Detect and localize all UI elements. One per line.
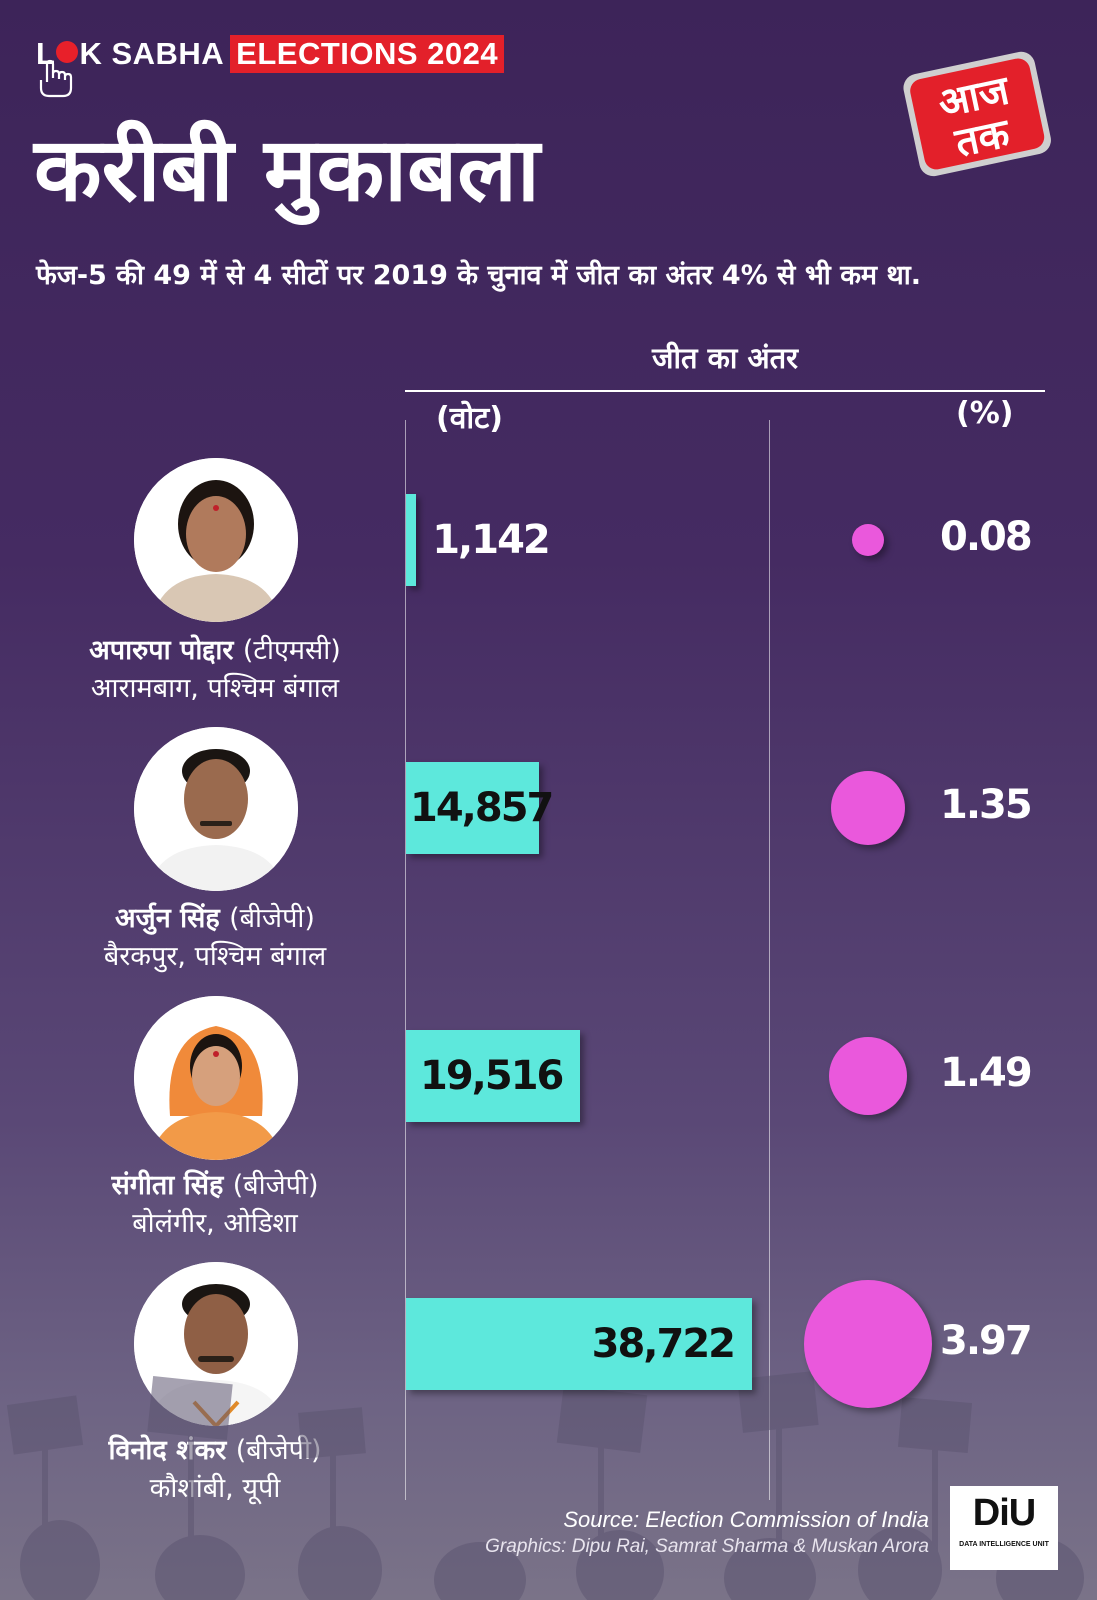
column-divider (769, 420, 770, 1500)
candidate-name-line: अपारुपा पोद्दार (टीएमसी) (20, 630, 410, 667)
percent-margin-bubble (852, 524, 884, 556)
percent-margin-label: 3.97 (940, 1318, 1033, 1364)
percent-margin-bubble (828, 1036, 908, 1116)
candidate-name: विनोद शंकर (108, 1435, 227, 1466)
percent-margin-label: 1.35 (940, 782, 1033, 828)
vote-margin-bar (406, 762, 539, 854)
source-note: Source: Election Commission of India Gra… (485, 1506, 929, 1560)
vote-margin-bar (406, 494, 417, 586)
candidate-party: (बीजेपी) (229, 903, 315, 934)
vote-margin-bar (406, 1298, 752, 1390)
diu-logo-text: DiU (972, 1492, 1036, 1534)
vote-margin-label: 1,142 (432, 517, 551, 563)
man-portrait-icon (134, 727, 298, 891)
woman-portrait-icon (134, 458, 298, 622)
candidate-name-line: संगीता सिंह (बीजेपी) (20, 1165, 410, 1202)
voting-finger-icon (39, 59, 73, 98)
brand-lockup: L K SABHA ELECTIONS 2024 (36, 34, 505, 74)
vote-margin-label: 19,516 (420, 1053, 564, 1099)
vote-dot-icon (56, 41, 79, 63)
brand-letter-l: L (36, 36, 56, 71)
brand-elections-2024: ELECTIONS 2024 (230, 35, 505, 73)
brand-k-sabha: K SABHA (79, 36, 225, 71)
percent-margin-bubble (804, 1280, 932, 1408)
candidate-party: (टीएमसी) (242, 635, 341, 666)
candidate-party: (बीजेपी) (232, 1170, 319, 1201)
candidate-name: अर्जुन सिंह (115, 903, 220, 934)
percent-margin-label: 1.49 (940, 1050, 1033, 1096)
candidate-name-line: अर्जुन सिंह (बीजेपी) (20, 898, 410, 935)
candidate-name: संगीता सिंह (111, 1170, 224, 1201)
votes-axis-line (405, 420, 406, 1500)
votes-column-header: (वोट) (436, 401, 503, 436)
vote-margin-label: 14,857 (410, 785, 554, 831)
candidate-photo (134, 458, 298, 622)
candidate-seat: बैरकपुर, पश्चिम बंगाल (103, 941, 327, 972)
candidate-name: अपारुपा पोद्दार (89, 635, 234, 666)
percent-column-header: (%) (956, 396, 1014, 431)
diu-tagline: DATA INTELLIGENCE UNIT (959, 1541, 1049, 1548)
diu-logo: DiU DATA INTELLIGENCE UNIT (950, 1486, 1058, 1570)
candidate-seat: बोलंगीर, ओडिशा (132, 1208, 298, 1239)
vote-margin-label: 38,722 (591, 1321, 736, 1367)
candidate-seat: कौशांबी, यूपी (149, 1473, 281, 1504)
candidate-seat: आरामबाग, पश्चिम बंगाल (90, 673, 340, 704)
source-text: Source: Election Commission of India (563, 1507, 929, 1532)
margin-header: जीत का अंतर (651, 341, 799, 375)
brand-lok-sabha: L K SABHA (36, 36, 224, 72)
percent-margin-bubble (830, 770, 906, 846)
candidate-photo (134, 996, 298, 1160)
protest-crowd-silhouette (6, 1371, 1084, 1600)
page-title: करीबी मुकाबला (34, 118, 540, 221)
aaj-tak-logo: आज तक (903, 51, 1051, 177)
candidate-photo (134, 727, 298, 891)
header-rule (405, 390, 1045, 392)
page-subtitle: फेज-5 की 49 में से 4 सीटों पर 2019 के चु… (36, 260, 921, 291)
logo-line-2: तक (950, 110, 1014, 167)
percent-margin-label: 0.08 (940, 514, 1033, 560)
vote-margin-bar (406, 1030, 581, 1122)
credits-text: Graphics: Dipu Rai, Samrat Sharma & Musk… (485, 1536, 929, 1557)
woman-portrait-icon (134, 996, 298, 1160)
